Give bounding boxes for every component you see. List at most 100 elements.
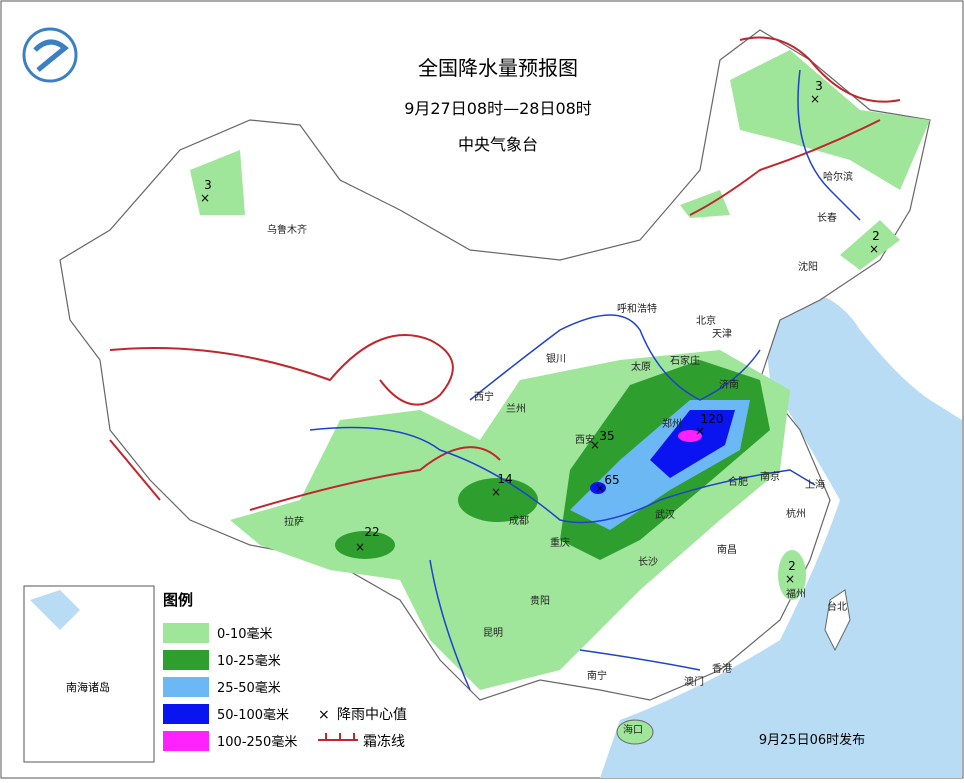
legend-swatch — [163, 650, 209, 670]
city-label: 西宁 — [474, 390, 494, 403]
rain-center-value: 3 — [815, 79, 823, 93]
frost-line — [109, 334, 454, 406]
rain-center-value: 2 — [872, 229, 880, 243]
sea — [600, 288, 962, 778]
legend-center-label: 降雨中心值 — [337, 707, 407, 723]
rain-center-mark: × — [869, 242, 879, 256]
rain-center-mark: × — [355, 540, 365, 554]
city-label: 长沙 — [638, 556, 658, 568]
rain-center-value: 65 — [604, 473, 619, 487]
legend-frost-line — [318, 733, 358, 741]
rain-center-mark: × — [695, 424, 705, 438]
city-label: 郑州 — [662, 417, 682, 430]
rain-center-mark: × — [810, 92, 820, 106]
city-label: 福州 — [786, 587, 806, 600]
title: 全国降水量预报图 — [418, 56, 578, 80]
city-label: 沈阳 — [798, 260, 818, 273]
rain-0-10 — [190, 150, 245, 215]
city-label: 上海 — [805, 478, 825, 491]
legend-label: 100-250毫米 — [217, 734, 297, 750]
rain-10-25 — [335, 531, 395, 559]
rain-centers: ×3×3×2×14×22×35×65×120×2 — [200, 79, 880, 586]
city-label: 南宁 — [587, 669, 607, 682]
legend-swatch — [163, 704, 209, 724]
city-label: 北京 — [696, 314, 716, 327]
city-label: 银川 — [546, 352, 566, 365]
legend-title: 图例 — [163, 591, 193, 609]
rain-0-10 — [730, 50, 930, 190]
river — [579, 649, 701, 671]
city-label: 西安 — [575, 433, 595, 446]
city-label: 天津 — [712, 328, 732, 340]
legend-swatch — [163, 731, 209, 751]
legend-center-mark: × — [318, 707, 330, 723]
rain-center-mark: × — [200, 191, 210, 205]
inset-label: 南海诸岛 — [66, 680, 110, 694]
taiwan — [824, 589, 851, 652]
legend-frost-label: 霜冻线 — [363, 733, 405, 750]
legend-swatch — [163, 677, 209, 697]
city-label: 澳门 — [684, 675, 704, 688]
river — [309, 426, 816, 524]
footer: 9月25日06时发布 — [759, 732, 865, 748]
rain-100-250 — [678, 430, 702, 442]
rain-0-10 — [840, 220, 900, 270]
rivers — [309, 69, 861, 691]
rain-center-value: 22 — [364, 525, 379, 539]
rain-center-value: 3 — [204, 178, 212, 192]
rain-center-value: 35 — [599, 429, 614, 443]
city-label: 济南 — [719, 378, 739, 391]
city-label: 合肥 — [728, 475, 748, 488]
logo — [22, 27, 78, 83]
city-label: 武汉 — [655, 508, 675, 521]
city-label: 重庆 — [550, 536, 570, 549]
rain-center-mark: × — [595, 481, 605, 495]
rain-50-100 — [590, 482, 606, 494]
river — [469, 314, 761, 401]
city-label: 贵阳 — [530, 594, 550, 607]
legend-swatch — [163, 623, 209, 643]
hainan — [616, 719, 654, 745]
city-label: 成都 — [509, 515, 529, 527]
city-label: 拉萨 — [284, 515, 304, 528]
city-label: 南昌 — [717, 543, 737, 556]
legend-label: 0-10毫米 — [217, 626, 273, 642]
rain-center-value: 14 — [497, 472, 512, 486]
rain-center-mark: × — [785, 572, 795, 586]
city-label: 台北 — [827, 600, 847, 613]
legend-label: 10-25毫米 — [217, 653, 281, 669]
city-label: 石家庄 — [670, 354, 700, 367]
river — [429, 559, 471, 691]
city-label: 兰州 — [506, 402, 526, 415]
rain-0-10 — [680, 190, 730, 218]
legend-label: 25-50毫米 — [217, 680, 281, 696]
rain-50-100 — [650, 410, 735, 478]
city-label: 哈尔滨 — [823, 170, 853, 183]
frost-line — [739, 36, 901, 103]
rain-center-mark: × — [590, 438, 600, 452]
city-label: 乌鲁木齐 — [267, 223, 307, 236]
subtitle: 9月27日08时—28日08时 — [404, 99, 592, 118]
city-label: 呼和浩特 — [617, 303, 657, 315]
city-label: 海口 — [623, 723, 643, 736]
rain-center-value: 2 — [788, 559, 796, 573]
issuer: 中央气象台 — [458, 135, 538, 154]
frost-line — [109, 439, 161, 501]
city-label: 太原 — [631, 360, 651, 373]
city-label: 香港 — [712, 663, 732, 675]
legend-label: 50-100毫米 — [217, 707, 289, 723]
frost-lines — [109, 36, 901, 511]
inset: 南海诸岛 — [23, 585, 155, 763]
city-label: 南京 — [760, 470, 780, 483]
rain-center-value: 120 — [701, 412, 724, 426]
city-label: 长春 — [817, 212, 837, 224]
rain-0-10 — [778, 550, 806, 600]
frost-line — [249, 446, 501, 511]
frost-line — [689, 119, 881, 216]
city-label: 昆明 — [483, 627, 503, 639]
rain-center-mark: × — [491, 485, 501, 499]
city-label: 杭州 — [786, 507, 806, 520]
river — [797, 69, 861, 221]
